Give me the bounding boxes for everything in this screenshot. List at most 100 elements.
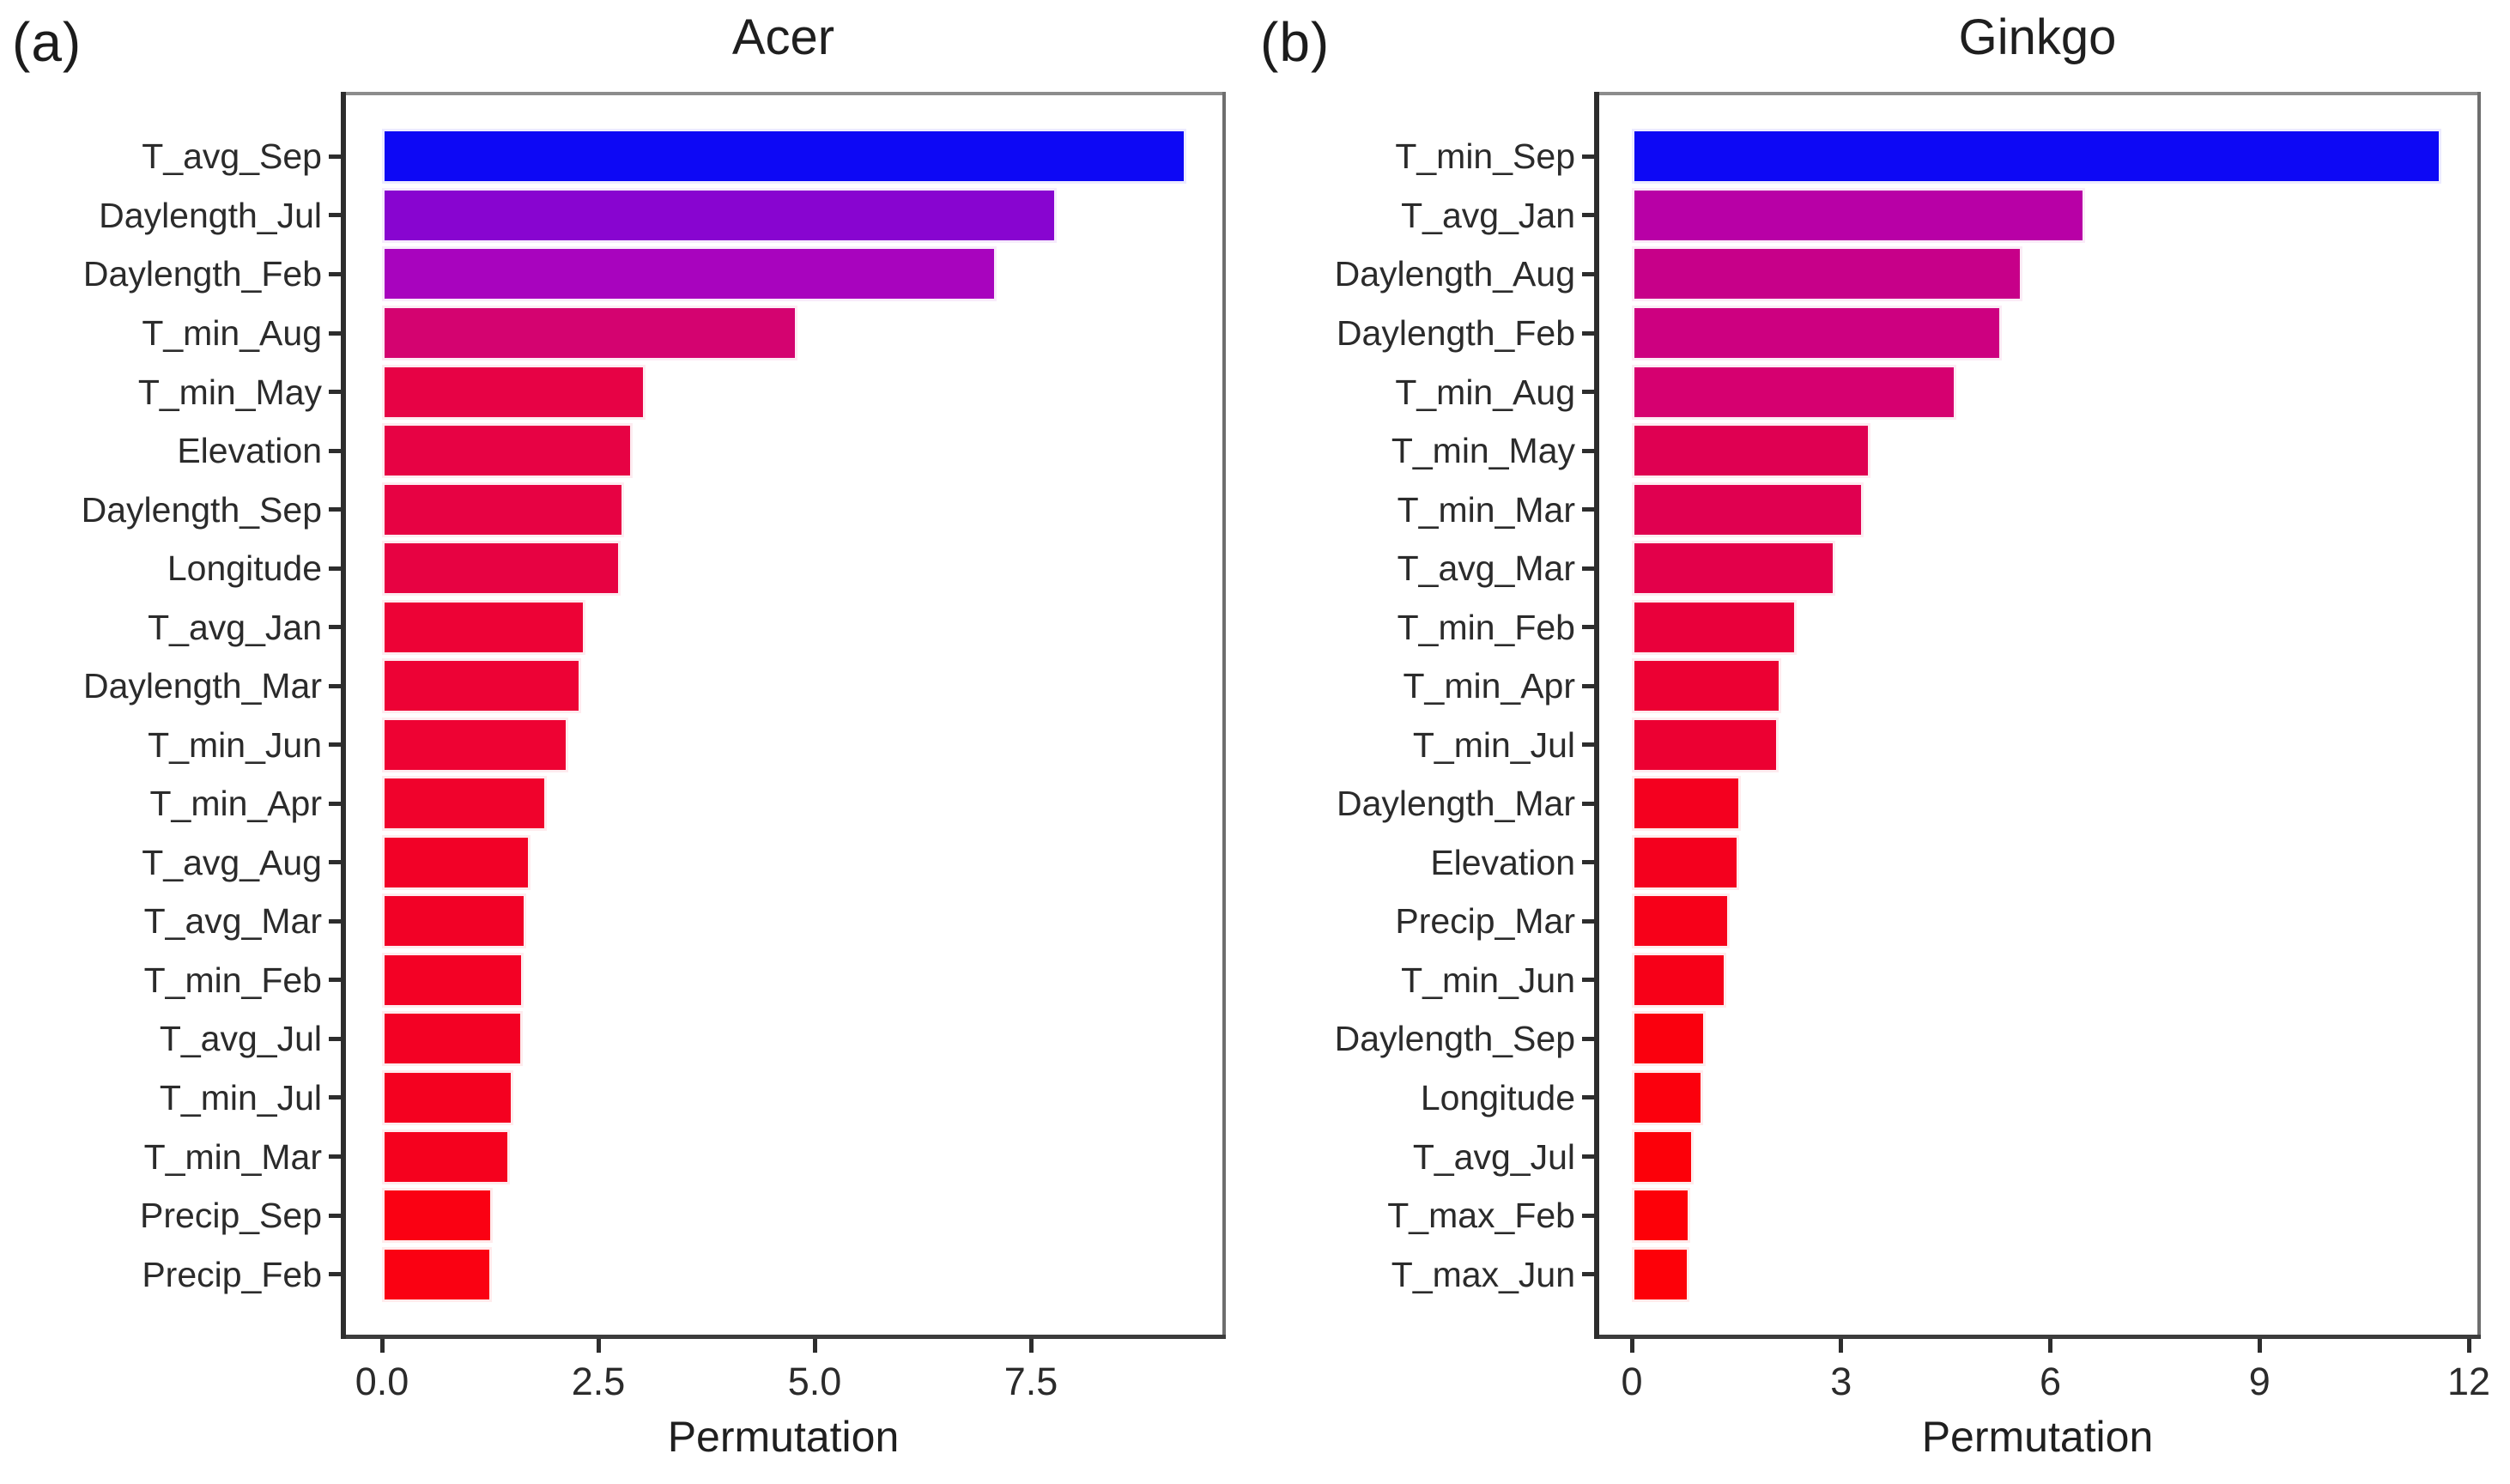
y-axis-tick: [329, 213, 341, 218]
bar-Longitude: [382, 541, 621, 597]
y-axis-tick: [1582, 213, 1594, 218]
panel-a-y-axis-line: [341, 92, 346, 1339]
y-tick-label-T_min_Sep: T_min_Sep: [1395, 136, 1575, 177]
panel-b-plot-area: T_min_Sep T_avg_Jan Daylength_Aug Daylength…: [1335, 92, 2490, 1403]
y-tick-label-Daylength_Aug: Daylength_Aug: [1334, 254, 1575, 294]
y-axis-tick: [329, 566, 341, 571]
panel-a-tag: (a): [12, 11, 82, 73]
bar-Daylength_Mar: [1632, 776, 1741, 832]
y-axis-tick: [1582, 1213, 1594, 1218]
x-tick-label-0.0: 0.0: [355, 1360, 409, 1403]
y-tick-label-Elevation: Elevation: [177, 431, 322, 471]
y-tick-label-Longitude: Longitude: [167, 548, 322, 589]
x-tick-label-2.5: 2.5: [571, 1360, 626, 1403]
bar-Elevation: [382, 423, 633, 479]
panel-b-y-axis-line: [1594, 92, 1599, 1339]
y-axis-tick: [1582, 918, 1594, 924]
y-tick-label-Daylength_Jul: Daylength_Jul: [99, 195, 322, 235]
y-axis-tick: [1582, 1272, 1594, 1277]
y-tick-label-T_min_Mar: T_min_Mar: [143, 1136, 322, 1177]
x-axis-tick: [1028, 1339, 1034, 1353]
y-tick-label-Daylength_Mar: Daylength_Mar: [1336, 784, 1575, 824]
bar-Daylength_Sep: [1632, 1011, 1706, 1067]
panel-a-x-axis-line: [341, 1335, 1226, 1339]
bar-T_min_Jul: [1632, 717, 1779, 772]
x-axis-tick: [1629, 1339, 1634, 1353]
x-tick-label-0: 0: [1621, 1360, 1643, 1403]
bar-T_avg_Aug: [382, 834, 530, 890]
bar-T_avg_Sep: [382, 129, 1186, 185]
y-tick-label-T_avg_Jul: T_avg_Jul: [159, 1019, 322, 1059]
panel-b-x-axis-line: [1594, 1335, 2481, 1339]
x-tick-label-6: 6: [2039, 1360, 2062, 1403]
y-tick-label-T_min_Jul: T_min_Jul: [159, 1077, 322, 1118]
y-tick-label-T_min_Jun: T_min_Jun: [148, 724, 322, 765]
bar-T_min_Mar: [382, 1129, 510, 1184]
y-tick-label-T_avg_Aug: T_avg_Aug: [142, 842, 322, 882]
y-axis-tick: [1582, 1154, 1594, 1160]
bar-T_min_Jun: [1632, 952, 1726, 1008]
y-tick-label-T_min_May: T_min_May: [1391, 431, 1575, 471]
bar-T_min_Feb: [382, 952, 524, 1008]
y-tick-label-T_min_Feb: T_min_Feb: [1397, 607, 1575, 647]
y-axis-tick: [329, 978, 341, 983]
y-tick-label-T_min_May: T_min_May: [137, 372, 322, 412]
y-axis-tick: [329, 625, 341, 630]
y-axis-tick: [1582, 860, 1594, 865]
bar-T_max_Jun: [1632, 1246, 1689, 1302]
x-tick-label-5.0: 5.0: [787, 1360, 842, 1403]
y-tick-label-T_min_Mar: T_min_Mar: [1397, 489, 1575, 530]
y-tick-label-T_min_Jul: T_min_Jul: [1412, 724, 1575, 765]
panel-a-x-axis-title: Permutation: [667, 1413, 900, 1461]
y-tick-label-Precip_Sep: Precip_Sep: [140, 1196, 322, 1236]
y-axis-tick: [1582, 801, 1594, 806]
x-axis-tick: [596, 1339, 601, 1353]
x-tick-label-9: 9: [2248, 1360, 2271, 1403]
y-axis-tick: [329, 918, 341, 924]
bar-T_min_Mar: [1632, 482, 1864, 537]
x-axis-tick: [2048, 1339, 2052, 1353]
y-axis-tick: [1582, 1095, 1594, 1100]
y-axis-tick: [1582, 742, 1594, 748]
y-tick-label-T_min_Aug: T_min_Aug: [142, 313, 322, 353]
y-axis-tick: [329, 1272, 341, 1277]
bar-Elevation: [1632, 834, 1739, 890]
bar-T_min_Aug: [1632, 364, 1956, 420]
x-axis-tick: [2257, 1339, 2262, 1353]
panel-b-border-top: [1594, 92, 2481, 95]
y-axis-tick: [329, 154, 341, 159]
bar-Daylength_Jul: [382, 187, 1057, 243]
panel-b-title: Ginkgo: [1958, 9, 2117, 65]
y-axis-tick: [329, 1095, 341, 1100]
y-axis-tick: [329, 390, 341, 395]
y-axis-tick: [329, 1036, 341, 1041]
x-tick-label-7.5: 7.5: [1003, 1360, 1058, 1403]
bar-T_avg_Jul: [1632, 1129, 1694, 1184]
bar-T_avg_Mar: [382, 893, 526, 949]
bar-T_max_Feb: [1632, 1188, 1690, 1244]
y-tick-label-T_avg_Jul: T_avg_Jul: [1412, 1136, 1575, 1177]
panel-b-border-right: [2477, 92, 2481, 1339]
bar-Precip_Mar: [1632, 893, 1730, 949]
bar-T_avg_Jan: [1632, 187, 2085, 243]
y-axis-tick: [1582, 1036, 1594, 1041]
bar-T_min_May: [1632, 423, 1870, 479]
y-tick-label-T_max_Jun: T_max_Jun: [1391, 1254, 1575, 1294]
y-axis-tick: [1582, 507, 1594, 512]
bar-T_avg_Jul: [382, 1011, 523, 1067]
y-axis-tick: [329, 683, 341, 688]
y-tick-label-T_avg_Mar: T_avg_Mar: [1397, 548, 1575, 589]
y-axis-tick: [329, 1154, 341, 1160]
x-axis-tick: [379, 1339, 385, 1353]
y-tick-label-T_max_Feb: T_max_Feb: [1387, 1196, 1575, 1236]
y-tick-label-Daylength_Sep: Daylength_Sep: [81, 489, 322, 530]
x-axis-tick: [1839, 1339, 1844, 1353]
y-axis-tick: [1582, 566, 1594, 571]
x-axis-tick: [812, 1339, 817, 1353]
bar-Daylength_Feb: [1632, 306, 2002, 360]
panel-a-border-right: [1222, 92, 1226, 1339]
y-axis-tick: [329, 507, 341, 512]
bar-T_min_Aug: [382, 306, 797, 360]
bar-Longitude: [1632, 1069, 1703, 1125]
bar-T_avg_Mar: [1632, 541, 1835, 597]
